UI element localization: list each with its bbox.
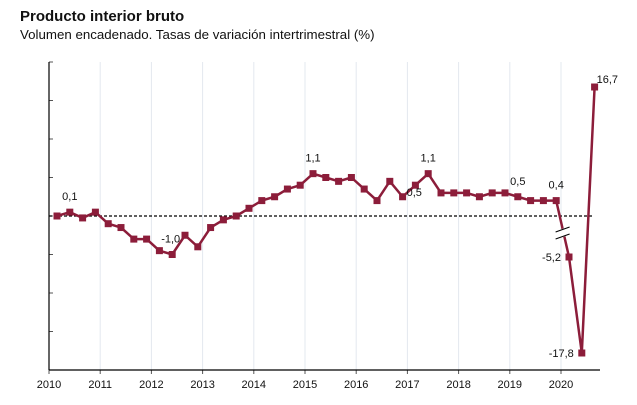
chart-subtitle: Volumen encadenado. Tasas de variación i… <box>20 27 375 42</box>
data-label-2019T1: 0,5 <box>510 176 525 188</box>
data-point-2014T2 <box>271 193 279 201</box>
data-point-2019T3 <box>539 197 547 205</box>
data-point-2017T3 <box>437 189 445 197</box>
data-point-2019T2 <box>527 197 535 205</box>
x-tick-label-2016: 2016 <box>344 379 368 391</box>
data-point-2011T1 <box>104 220 112 228</box>
data-point-2012T3 <box>181 231 189 239</box>
data-label-2019T4: 0,4 <box>549 180 564 192</box>
data-point-2010T3 <box>79 214 87 222</box>
x-tick-label-2010: 2010 <box>37 379 61 391</box>
data-point-2016T1 <box>360 185 368 193</box>
data-point-2019T1 <box>514 193 522 201</box>
data-point-2014T3 <box>283 185 291 193</box>
data-label-2016T4: 0,5 <box>407 187 422 199</box>
data-point-2018T3 <box>488 189 496 197</box>
x-tick-label-2018: 2018 <box>446 379 470 391</box>
data-point-2010T4 <box>91 208 99 216</box>
data-point-2012T1 <box>155 247 163 255</box>
x-tick-label-2017: 2017 <box>395 379 419 391</box>
data-point-2012T2 <box>168 251 176 258</box>
data-point-2016T3 <box>386 177 394 185</box>
axis-break-gap <box>553 226 572 240</box>
data-label-2020T2: -17,8 <box>549 348 574 360</box>
data-point-2013T1 <box>207 224 215 232</box>
data-point-2017T2 <box>424 170 432 178</box>
data-point-2013T4 <box>245 204 253 212</box>
data-point-2011T4 <box>143 235 151 243</box>
data-point-2015T3 <box>335 177 343 185</box>
data-point-2020T1 <box>565 253 573 261</box>
data-point-2014T1 <box>258 197 266 205</box>
axes: 2010 2011 2012 2013 2014 2015 2016 2017 2018 2019… <box>37 61 600 391</box>
data-point-2011T3 <box>130 235 138 243</box>
data-point-2014T4 <box>296 181 304 189</box>
data-point-2020T2 <box>578 349 586 357</box>
chart-title: Producto interior bruto <box>20 8 185 25</box>
x-tick-label-2020: 2020 <box>549 379 573 391</box>
data-label-2020T1: -5,2 <box>542 252 561 264</box>
data-point-2015T1 <box>309 170 317 178</box>
data-point-2017T4 <box>450 189 458 197</box>
data-point-2018T4 <box>501 189 509 197</box>
data-point-2018T2 <box>475 193 483 201</box>
x-tick-label-2013: 2013 <box>190 379 214 391</box>
data-point-2011T2 <box>117 224 125 232</box>
axis-break-mark <box>555 226 570 233</box>
data-labels: 0,1 -1,0 1,1 0,5 1,1 0,5 0,4 -5,2 -17,8 16,7 <box>62 74 618 360</box>
x-tick-label-2014: 2014 <box>242 379 266 391</box>
data-label-2017T2: 1,1 <box>421 153 436 165</box>
data-label-2015T1: 1,1 <box>305 153 320 165</box>
series-pib <box>53 83 599 357</box>
data-point-2016T4 <box>399 193 407 201</box>
data-label-2012T2: -1,0 <box>161 234 180 246</box>
x-tick-label-2012: 2012 <box>139 379 163 391</box>
data-point-2019T4 <box>552 197 560 205</box>
data-point-2016T2 <box>373 197 381 205</box>
data-point-2012T4 <box>194 243 202 251</box>
x-tick-label-2015: 2015 <box>293 379 317 391</box>
data-point-2018T1 <box>463 189 471 197</box>
data-label-2010T2: 0,1 <box>62 191 77 203</box>
data-point-2013T3 <box>232 212 240 220</box>
series-line <box>56 86 596 355</box>
axis-break-mark <box>555 233 570 240</box>
data-point-2015T2 <box>322 174 330 181</box>
x-tick-label-2011: 2011 <box>88 379 112 391</box>
data-point-2015T4 <box>347 174 355 181</box>
data-label-2020T3: 16,7 <box>597 74 618 86</box>
data-point-2020T3 <box>591 83 599 91</box>
data-point-2013T2 <box>219 216 227 224</box>
data-point-2010T1 <box>53 212 61 220</box>
x-tick-label-2019: 2019 <box>498 379 522 391</box>
data-point-2017T1 <box>411 181 419 189</box>
data-point-2010T2 <box>66 208 74 216</box>
